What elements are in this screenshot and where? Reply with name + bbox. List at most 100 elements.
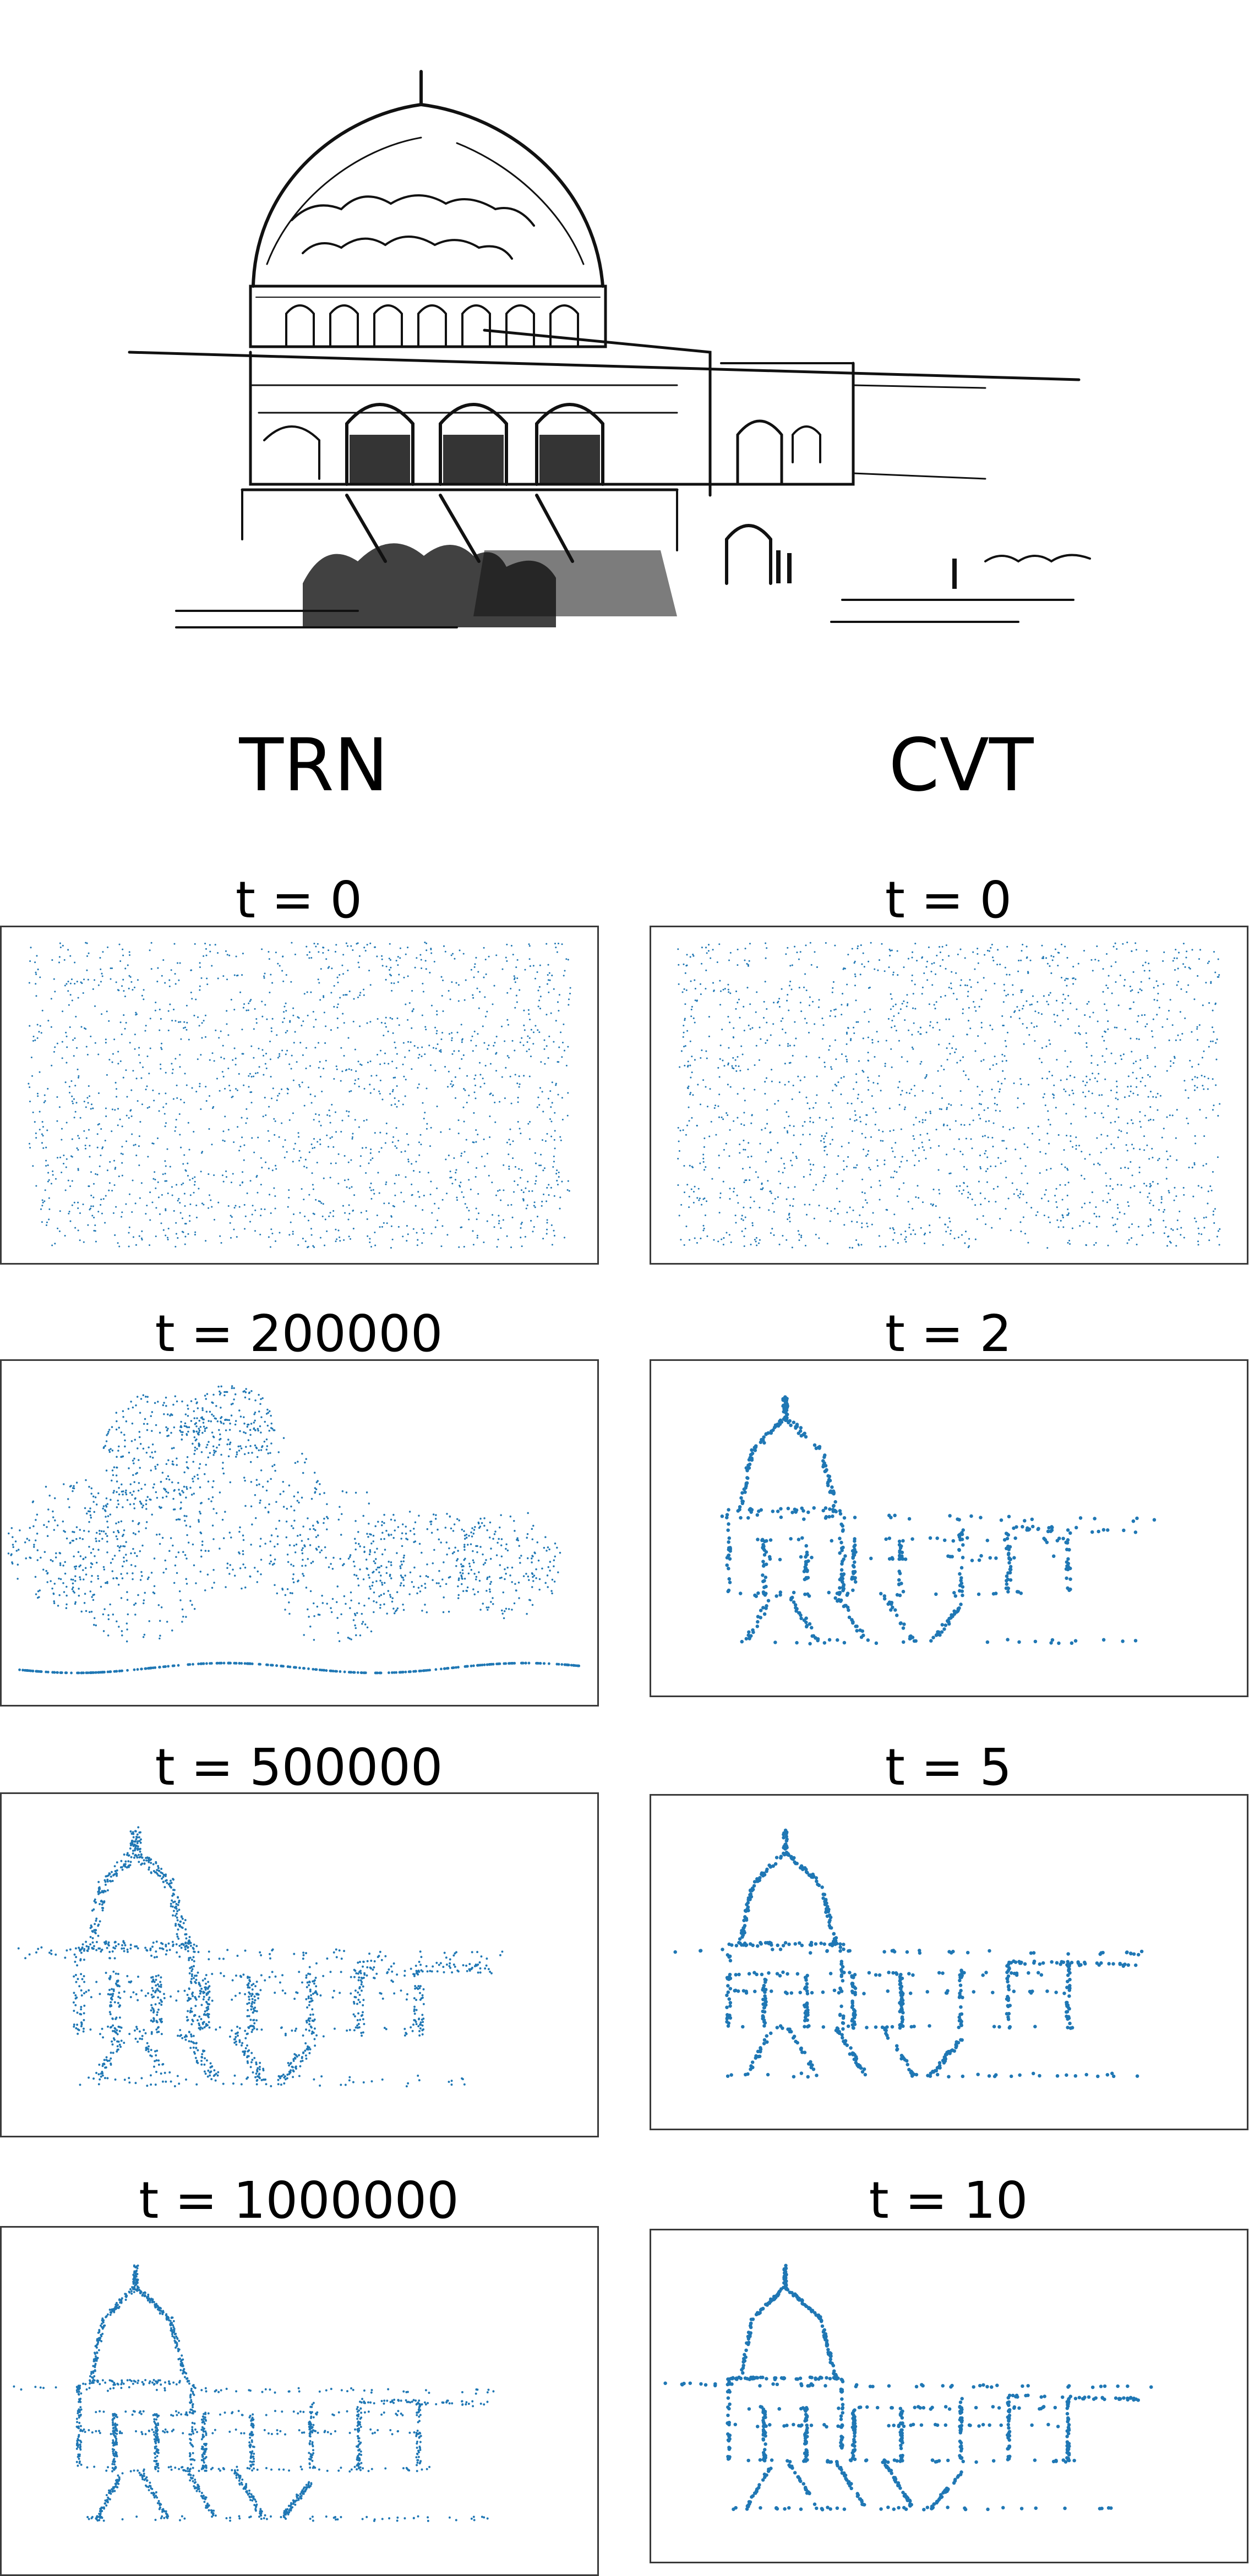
point-mark bbox=[556, 1179, 558, 1182]
point-mark bbox=[133, 1604, 135, 1606]
point-mark bbox=[402, 1560, 405, 1562]
point-mark bbox=[408, 1593, 411, 1595]
point-mark bbox=[359, 1545, 361, 1547]
point-mark bbox=[156, 1983, 159, 1986]
point-mark bbox=[225, 1586, 227, 1588]
point-mark bbox=[73, 1117, 75, 1119]
point-mark bbox=[135, 1078, 138, 1080]
point-mark bbox=[285, 974, 287, 976]
point-mark bbox=[553, 1565, 555, 1567]
point-mark bbox=[348, 2079, 351, 2082]
point-mark bbox=[407, 1233, 409, 1235]
point-mark bbox=[443, 945, 445, 947]
point-mark bbox=[451, 1040, 453, 1042]
point-mark bbox=[317, 1480, 319, 1482]
point-mark bbox=[150, 942, 152, 944]
point-mark bbox=[8, 1532, 10, 1535]
point-mark bbox=[10, 1553, 13, 1556]
point-mark bbox=[427, 1576, 429, 1578]
point-mark bbox=[544, 1582, 547, 1584]
point-mark bbox=[236, 1954, 239, 1957]
point-mark bbox=[138, 1436, 141, 1439]
point-mark bbox=[348, 1212, 351, 1215]
point-mark bbox=[254, 1419, 256, 1422]
point-mark bbox=[151, 1987, 154, 1989]
point-mark bbox=[78, 2029, 80, 2032]
point-mark bbox=[264, 1063, 266, 1065]
point-mark bbox=[80, 1951, 83, 1954]
point-mark bbox=[190, 1966, 193, 1968]
point-mark bbox=[292, 2076, 294, 2079]
point-mark bbox=[93, 1593, 95, 1596]
point-mark bbox=[200, 1054, 202, 1056]
point-mark bbox=[292, 1527, 294, 1529]
point-mark bbox=[284, 1139, 286, 1141]
point-mark bbox=[295, 2027, 297, 2030]
point-mark bbox=[82, 1557, 85, 1560]
point-mark bbox=[139, 1062, 141, 1064]
point-mark bbox=[442, 1010, 444, 1013]
point-mark bbox=[419, 1998, 422, 2001]
point-mark bbox=[331, 1103, 333, 1106]
point-mark bbox=[485, 1964, 488, 1967]
point-mark bbox=[186, 1021, 188, 1024]
point-mark bbox=[250, 1544, 252, 1546]
point-mark bbox=[407, 1019, 409, 1021]
point-mark bbox=[85, 1479, 87, 1481]
point-mark bbox=[193, 1417, 195, 1419]
point-mark bbox=[148, 1620, 150, 1622]
point-mark bbox=[178, 1489, 180, 1491]
point-mark bbox=[199, 985, 201, 987]
point-mark bbox=[102, 1630, 105, 1632]
point-mark bbox=[250, 2061, 253, 2064]
point-mark bbox=[369, 942, 372, 944]
point-mark bbox=[204, 2057, 206, 2060]
point-mark bbox=[470, 1543, 472, 1545]
point-mark bbox=[460, 1563, 462, 1566]
point-mark bbox=[503, 1617, 505, 1620]
point-mark bbox=[103, 1608, 106, 1610]
point-mark bbox=[463, 1558, 465, 1561]
point-mark bbox=[259, 1951, 261, 1954]
point-mark bbox=[483, 1241, 485, 1244]
point-mark bbox=[552, 1166, 554, 1168]
point-mark bbox=[77, 1148, 79, 1151]
point-mark bbox=[373, 1977, 376, 1979]
point-mark bbox=[146, 1396, 149, 1398]
point-mark bbox=[505, 1607, 508, 1610]
panel-title-trn-0: t = 0 bbox=[235, 871, 363, 929]
point-mark bbox=[167, 1428, 169, 1430]
point-mark bbox=[537, 1029, 539, 1031]
point-mark bbox=[165, 1092, 167, 1095]
point-mark bbox=[149, 1219, 151, 1221]
point-mark bbox=[194, 1982, 197, 1984]
point-mark bbox=[422, 1209, 424, 1211]
point-mark bbox=[205, 2014, 207, 2016]
point-mark bbox=[150, 1976, 152, 1979]
point-mark bbox=[134, 1565, 137, 1567]
point-mark bbox=[107, 1526, 109, 1529]
point-mark bbox=[336, 1027, 339, 1029]
point-mark bbox=[419, 1134, 422, 1136]
point-mark bbox=[412, 2023, 414, 2026]
point-mark bbox=[95, 1929, 97, 1932]
point-mark bbox=[50, 1026, 52, 1028]
point-mark bbox=[420, 1969, 423, 1972]
point-mark bbox=[499, 1101, 501, 1103]
point-mark bbox=[247, 1439, 250, 1441]
point-mark bbox=[328, 949, 330, 951]
point-mark bbox=[219, 2026, 221, 2029]
point-mark bbox=[407, 1144, 410, 1146]
point-mark bbox=[287, 1089, 290, 1091]
point-mark bbox=[159, 1947, 161, 1950]
point-mark bbox=[277, 962, 279, 965]
point-mark bbox=[200, 1549, 203, 1552]
point-mark bbox=[42, 1135, 44, 1137]
point-mark bbox=[11, 1561, 13, 1563]
point-mark bbox=[50, 998, 52, 1000]
point-mark bbox=[299, 1212, 301, 1214]
point-mark bbox=[232, 2082, 234, 2085]
point-mark bbox=[554, 1130, 556, 1132]
point-mark bbox=[66, 1585, 68, 1588]
point-mark bbox=[35, 1670, 38, 1673]
